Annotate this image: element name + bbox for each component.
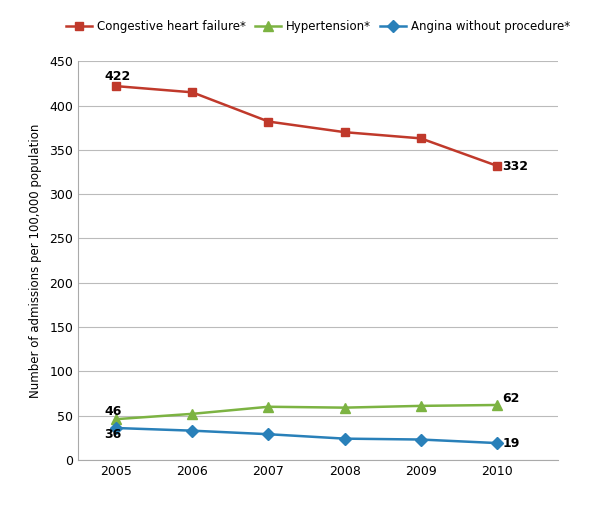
Text: 46: 46: [104, 405, 122, 417]
Line: Angina without procedure*: Angina without procedure*: [112, 424, 501, 447]
Angina without procedure*: [112, 425, 119, 431]
Text: 332: 332: [502, 160, 529, 173]
Hypertension*: [265, 404, 272, 410]
Text: 19: 19: [502, 437, 520, 451]
Angina without procedure*: [493, 440, 500, 446]
Y-axis label: Number of admissions per 100,000 population: Number of admissions per 100,000 populat…: [29, 124, 43, 398]
Angina without procedure*: [188, 428, 196, 434]
Hypertension*: [112, 416, 119, 422]
Congestive heart failure*: [265, 119, 272, 125]
Hypertension*: [417, 403, 424, 409]
Congestive heart failure*: [493, 163, 500, 169]
Text: 422: 422: [104, 70, 131, 83]
Hypertension*: [188, 411, 196, 417]
Congestive heart failure*: [341, 129, 348, 135]
Hypertension*: [341, 405, 348, 411]
Legend: Congestive heart failure*, Hypertension*, Angina without procedure*: Congestive heart failure*, Hypertension*…: [61, 15, 575, 38]
Text: 36: 36: [104, 428, 122, 441]
Angina without procedure*: [265, 431, 272, 437]
Congestive heart failure*: [188, 89, 196, 96]
Line: Congestive heart failure*: Congestive heart failure*: [112, 82, 501, 170]
Congestive heart failure*: [112, 83, 119, 89]
Angina without procedure*: [417, 436, 424, 443]
Line: Hypertension*: Hypertension*: [111, 400, 502, 424]
Hypertension*: [493, 402, 500, 408]
Text: 62: 62: [502, 392, 520, 405]
Congestive heart failure*: [417, 135, 424, 142]
Angina without procedure*: [341, 435, 348, 442]
